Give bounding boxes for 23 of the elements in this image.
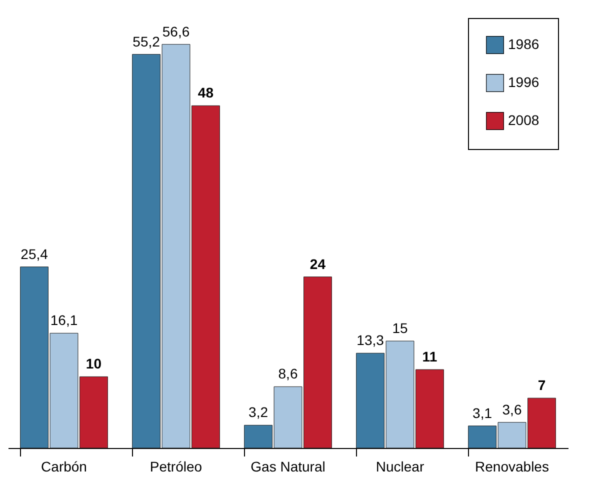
x-tick-label: Nuclear bbox=[376, 458, 424, 474]
data-label: 8,6 bbox=[278, 366, 298, 382]
legend-label: 1986 bbox=[508, 36, 540, 52]
data-label: 3,1 bbox=[472, 404, 492, 421]
x-tick-label: Gas Natural bbox=[250, 458, 326, 474]
data-label: 56,6 bbox=[162, 23, 190, 40]
data-label: 3,6 bbox=[502, 401, 522, 418]
data-label: 25,4 bbox=[20, 246, 48, 262]
data-label: 16,1 bbox=[50, 312, 78, 328]
data-label: 48 bbox=[198, 84, 214, 101]
data-label: 11 bbox=[422, 348, 438, 365]
x-tick-label: Carbón bbox=[41, 458, 87, 474]
data-label: 3,2 bbox=[248, 404, 268, 420]
data-label: 10 bbox=[86, 356, 102, 372]
data-label: 24 bbox=[310, 256, 326, 272]
legend-label: 2008 bbox=[508, 112, 540, 128]
data-label: 15 bbox=[392, 320, 408, 336]
data-label: 7 bbox=[538, 377, 546, 394]
legend-label: 1996 bbox=[508, 74, 540, 90]
x-tick-label: Renovables bbox=[475, 458, 549, 474]
x-tick-label: Petróleo bbox=[150, 458, 202, 474]
data-label: 55,2 bbox=[132, 33, 160, 50]
data-label: 13,3 bbox=[356, 332, 384, 348]
